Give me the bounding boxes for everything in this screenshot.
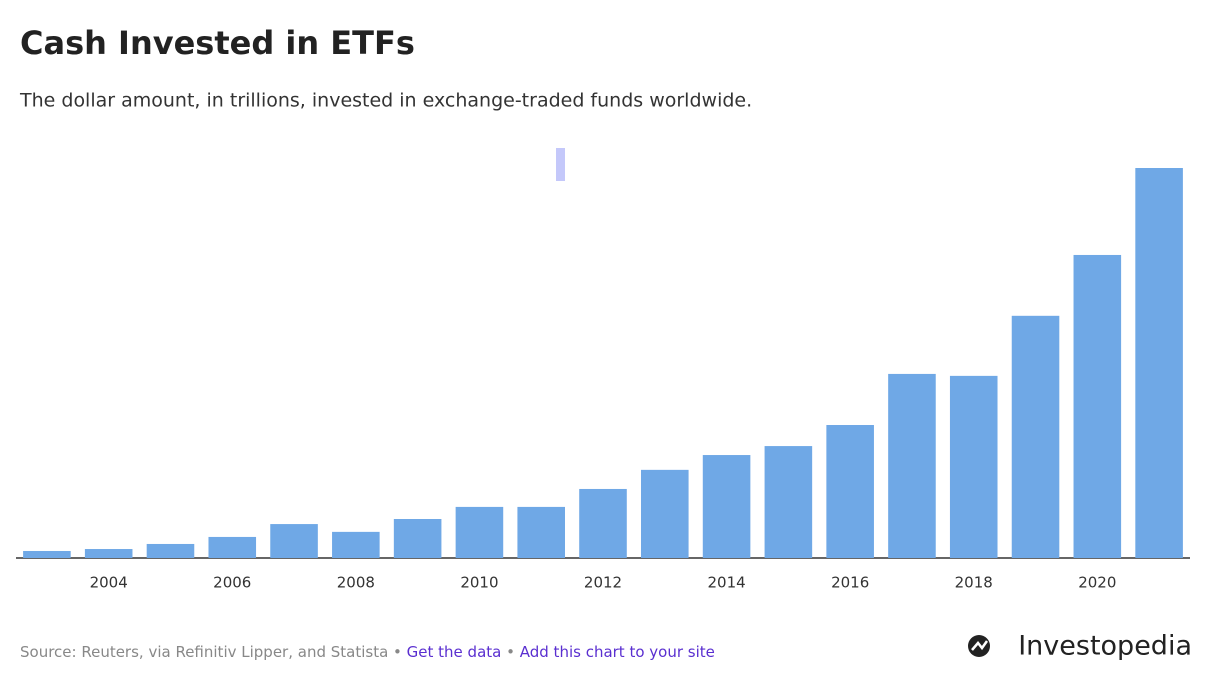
bar — [764, 446, 813, 558]
bar — [270, 524, 318, 558]
bar — [23, 550, 71, 558]
source: Source: Reuters, via Refinitiv Lipper, a… — [20, 643, 715, 661]
bar — [455, 506, 504, 558]
bar — [84, 549, 133, 558]
bar — [517, 506, 565, 558]
bar — [641, 469, 689, 558]
bar — [393, 519, 442, 558]
link[interactable]: Get the data — [407, 643, 502, 661]
x-tick-label: 2014 — [707, 574, 745, 592]
bar — [146, 543, 195, 558]
x-tick-label: 2004 — [90, 574, 128, 592]
logo-icon-mark — [971, 640, 989, 651]
x-tick-label: 2010 — [460, 574, 498, 592]
bar — [1135, 168, 1183, 558]
source-text: Source: Reuters, via Refinitiv Lipper, a… — [20, 643, 388, 661]
bar — [332, 531, 380, 558]
bar — [888, 373, 936, 558]
separator: • — [388, 643, 406, 661]
cursor-artifact — [556, 148, 565, 181]
bar — [579, 488, 627, 558]
x-tick-label: 2018 — [955, 574, 993, 592]
bar — [949, 375, 998, 558]
bar — [1011, 315, 1060, 558]
chart-subtitle: The dollar amount, in trillions, investe… — [19, 90, 752, 112]
separator: • — [501, 643, 519, 661]
brand: Investopedia — [1018, 631, 1192, 662]
x-tick-label: 2008 — [337, 574, 375, 592]
chart-title: Cash Invested in ETFs — [20, 24, 415, 62]
x-tick-label: 2006 — [213, 574, 251, 592]
link[interactable]: Add this chart to your site — [520, 643, 715, 661]
bar — [826, 425, 874, 558]
x-tick-label: 2020 — [1078, 574, 1116, 592]
bar — [702, 455, 751, 558]
bar — [208, 536, 257, 558]
bar — [1073, 254, 1122, 558]
x-tick-label: 2012 — [584, 574, 622, 592]
x-tick-label: 2016 — [831, 574, 869, 592]
